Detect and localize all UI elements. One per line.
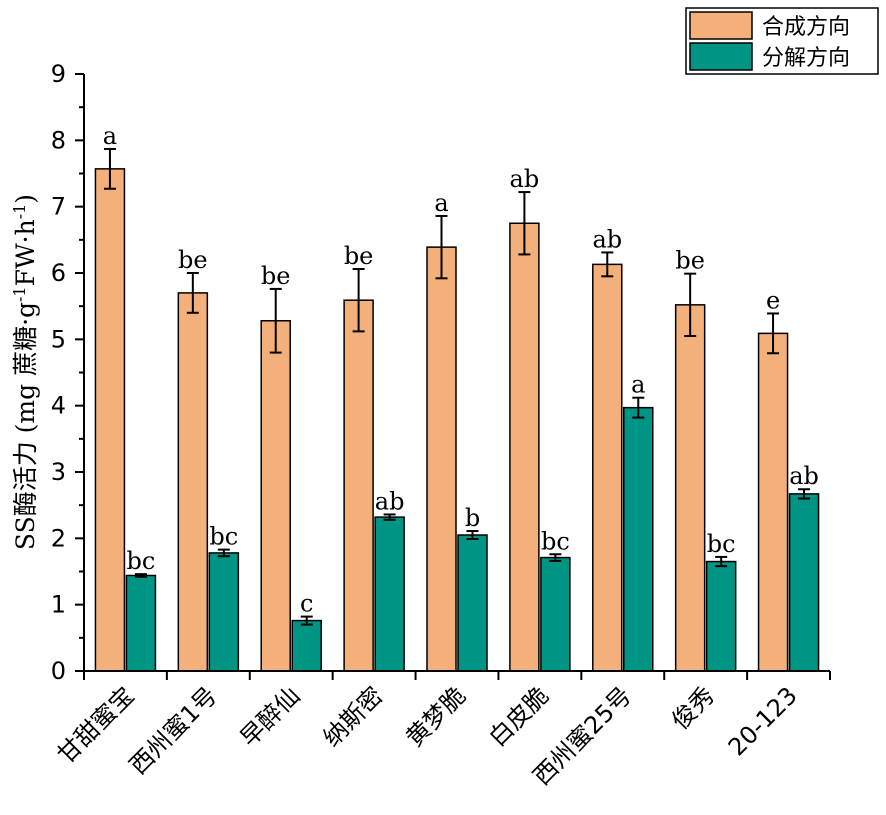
significance-label: bc <box>209 523 238 551</box>
y-tick-label: 5 <box>51 325 66 353</box>
significance-label: be <box>675 247 705 275</box>
significance-label: be <box>178 246 208 274</box>
y-tick-label: 2 <box>51 524 66 552</box>
significance-label: be <box>261 262 291 290</box>
x-category-label: 20-123 <box>723 681 803 761</box>
bar-synthesis <box>177 292 209 672</box>
legend-label: 合成方向 <box>762 15 850 40</box>
significance-label: b <box>465 504 480 532</box>
y-tick-label: 0 <box>51 657 66 685</box>
bar-synthesis <box>94 168 126 672</box>
bar-decomposition <box>291 619 322 672</box>
significance-label: ab <box>789 462 819 490</box>
bar-decomposition <box>540 556 571 672</box>
bar-synthesis <box>426 246 457 672</box>
significance-label: bc <box>127 547 156 575</box>
x-category-label: 黄梦脆 <box>401 681 472 752</box>
legend-swatch <box>689 11 753 40</box>
bar-synthesis <box>509 222 540 672</box>
significance-label: ab <box>510 165 540 193</box>
y-axis-title-superscript: -1 <box>10 286 29 302</box>
bar-synthesis <box>757 332 789 672</box>
y-axis-title: SS酶活力 (mg 蔗糖·g-1FW·h-1) <box>10 194 40 550</box>
significance-label: a <box>434 189 448 217</box>
bar-synthesis <box>592 263 623 672</box>
y-tick-label: 7 <box>51 193 66 221</box>
bar-decomposition <box>623 406 654 672</box>
y-axis-title-superscript: -1 <box>10 204 29 220</box>
significance-label: ab <box>592 225 622 253</box>
y-tick-label: 9 <box>51 60 66 88</box>
significance-label: bc <box>541 527 570 555</box>
significance-label: be <box>344 242 374 270</box>
bar-synthesis <box>343 299 374 672</box>
x-category-label: 西州蜜1号 <box>124 681 222 779</box>
bar-decomposition <box>208 552 240 672</box>
bar-decomposition <box>374 516 405 672</box>
x-category-label: 早醉仙 <box>235 681 306 752</box>
bar-synthesis <box>260 320 291 672</box>
significance-label: ab <box>375 487 405 515</box>
y-tick-label: 6 <box>51 259 66 287</box>
x-category-label: 白皮脆 <box>483 681 554 752</box>
y-axis-title-part: SS酶活力 (mg 蔗糖·g <box>11 302 40 550</box>
bar-decomposition <box>705 560 737 672</box>
bar-decomposition <box>125 574 157 672</box>
y-tick-label: 8 <box>51 126 66 154</box>
bar-decomposition <box>788 493 820 672</box>
legend-swatch <box>689 42 753 71</box>
legend-label: 分解方向 <box>762 46 850 71</box>
significance-label: bc <box>707 530 736 558</box>
bar-decomposition <box>457 534 488 672</box>
x-category-label: 俊秀 <box>666 681 720 735</box>
y-tick-label: 1 <box>51 591 66 619</box>
x-category-label: 纳斯密 <box>318 681 389 752</box>
y-tick-label: 4 <box>51 392 66 420</box>
significance-label: a <box>103 122 117 150</box>
significance-label: e <box>766 286 780 314</box>
y-tick-label: 3 <box>51 458 66 486</box>
y-axis-title-part: ) <box>11 194 40 204</box>
significance-label: c <box>300 590 313 618</box>
significance-label: a <box>631 371 645 399</box>
x-category-label: 甘甜蜜宝 <box>52 681 140 769</box>
bar-synthesis <box>674 304 706 672</box>
y-axis-title-part: FW·h <box>11 219 40 286</box>
